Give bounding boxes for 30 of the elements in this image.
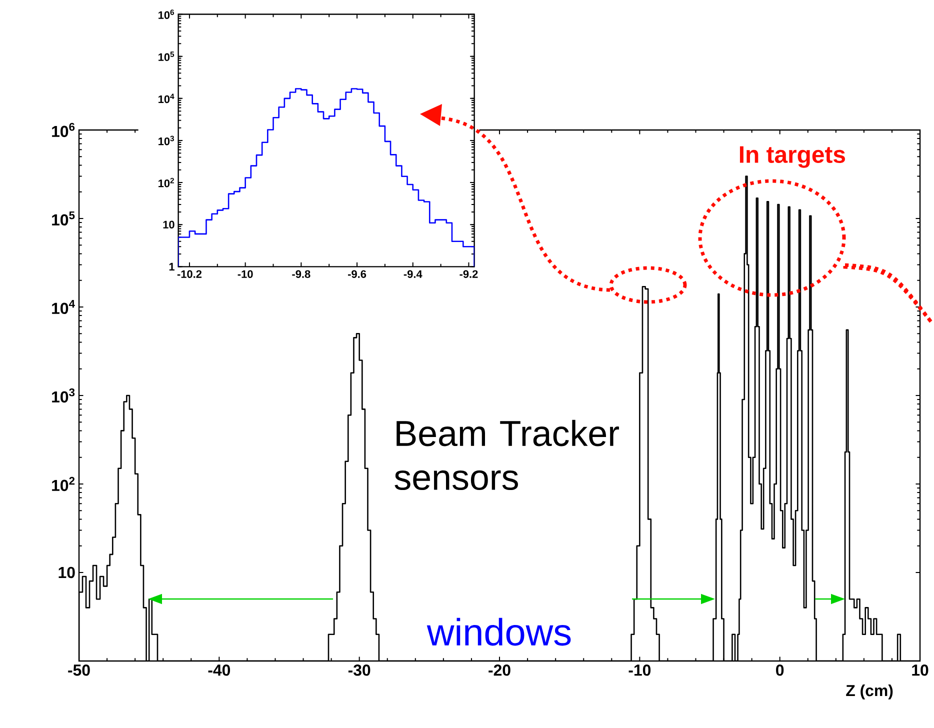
x-tick-label: -50 — [68, 664, 90, 676]
x-tick-label: -9.2 — [460, 270, 478, 278]
x-tick-label: 0 — [776, 664, 784, 676]
y-tick-label: 10 — [58, 566, 75, 578]
x-tick-label: -9.6 — [348, 270, 366, 278]
x-tick-label: -10.2 — [177, 270, 202, 278]
y-tick-label: 10$^{2}$ — [52, 476, 75, 492]
x-tick-label: -9.4 — [404, 270, 422, 278]
x-tick-label: -10 — [238, 270, 253, 278]
x-tick-label: -9.8 — [292, 270, 310, 278]
x-tick-label: -30 — [348, 664, 370, 676]
x-tick-label: 10 — [912, 664, 928, 676]
annotation: In targets — [740, 146, 845, 168]
y-tick-label: 10$^{3}$ — [52, 388, 75, 403]
y-tick-label: 10$^{2}$ — [158, 178, 174, 188]
y-tick-label: 10$^{6}$ — [52, 122, 75, 138]
y-tick-label: 10$^{3}$ — [158, 136, 174, 146]
annotation: windows — [426, 618, 571, 646]
y-tick-label: 10$^{4}$ — [52, 300, 75, 314]
y-tick-label: 10$^{5}$ — [52, 211, 75, 226]
x-tick-label: -10 — [628, 664, 651, 676]
x-tick-label: -40 — [208, 664, 230, 676]
x-axis-title: Z (cm) — [846, 684, 893, 700]
annotation: Beam Tracker sensors — [394, 420, 619, 490]
y-tick-label: 10$^{6}$ — [158, 10, 174, 19]
y-tick-label: 10$^{5}$ — [158, 52, 174, 62]
y-tick-label: 10 — [163, 220, 174, 228]
x-tick-label: -20 — [488, 664, 510, 676]
y-tick-label: 1 — [169, 262, 174, 270]
y-tick-label: 10$^{4}$ — [158, 94, 174, 104]
